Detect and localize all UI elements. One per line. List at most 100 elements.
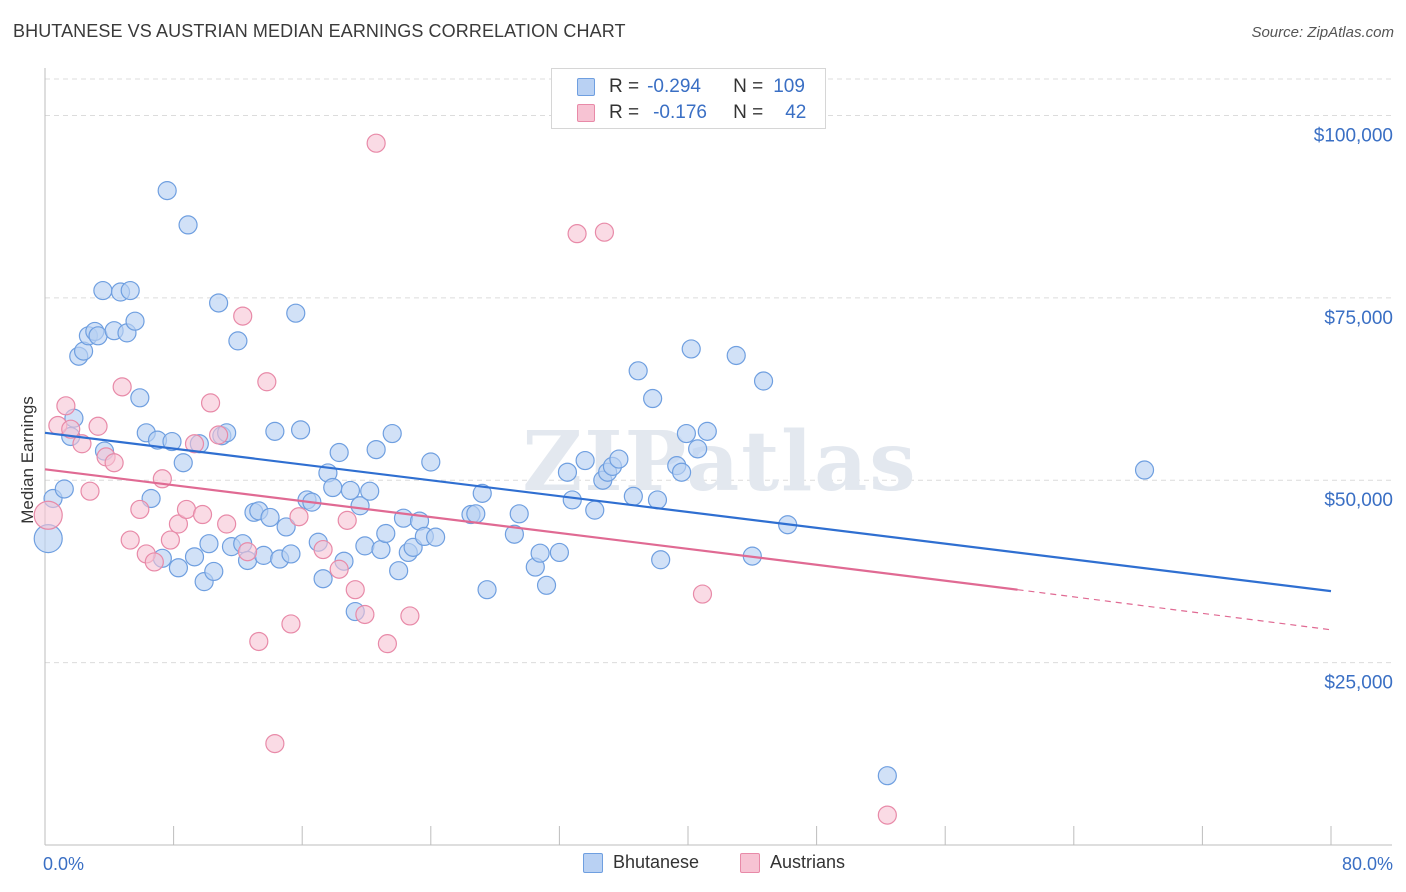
bhutanese-point bbox=[281, 544, 301, 564]
y-tick-label: $75,000 bbox=[1324, 308, 1393, 329]
austrians-point bbox=[192, 504, 213, 525]
bhutanese-point bbox=[54, 479, 74, 499]
bhutanese-point bbox=[329, 442, 349, 463]
austrians-point bbox=[33, 500, 63, 530]
series-swatch-austrians bbox=[740, 852, 760, 873]
bhutanese-point bbox=[254, 545, 274, 565]
austrians-point bbox=[594, 222, 615, 242]
bhutanese-point bbox=[209, 293, 229, 313]
austrians-point bbox=[88, 416, 108, 436]
austrians-point bbox=[61, 419, 81, 439]
austrians-point bbox=[249, 631, 269, 652]
legend-swatch-austrians bbox=[577, 104, 595, 122]
bhutanese-point bbox=[313, 569, 333, 589]
bhutanese-point bbox=[688, 439, 708, 459]
series-swatch-bhutanese bbox=[583, 852, 603, 873]
bhutanese-point bbox=[726, 345, 746, 366]
legend-n-value: 109 bbox=[773, 76, 805, 97]
austrians-point bbox=[80, 481, 100, 501]
legend-n-label: N = bbox=[733, 76, 764, 97]
bhutanese-point bbox=[382, 423, 402, 444]
legend-r-value: -0.176 bbox=[653, 102, 707, 123]
bhutanese-point bbox=[204, 561, 224, 582]
legend-swatch-bhutanese bbox=[577, 78, 595, 96]
bhutanese-trend-line bbox=[44, 431, 1332, 593]
bhutanese-point bbox=[286, 303, 306, 323]
austrians-point bbox=[329, 559, 349, 579]
bhutanese-point bbox=[628, 361, 648, 381]
austrians-point bbox=[289, 507, 309, 527]
bhutanese-point bbox=[647, 490, 668, 510]
series-legend-bhutanese: Bhutanese bbox=[583, 852, 699, 873]
bhutanese-point bbox=[504, 524, 524, 544]
bhutanese-point bbox=[697, 421, 717, 441]
x-tick-label: 80.0% bbox=[1342, 854, 1393, 874]
bhutanese-point bbox=[260, 507, 280, 528]
bhutanese-point bbox=[536, 575, 557, 595]
bhutanese-point bbox=[609, 449, 629, 469]
bhutanese-point bbox=[265, 421, 285, 441]
bhutanese-point bbox=[477, 580, 497, 600]
bhutanese-point bbox=[371, 539, 391, 560]
y-tick-label: $50,000 bbox=[1324, 490, 1393, 511]
bhutanese-point bbox=[184, 547, 205, 567]
bhutanese-point bbox=[323, 477, 343, 498]
bhutanese-point bbox=[421, 452, 441, 472]
austrians-point bbox=[257, 372, 277, 392]
austrians-point bbox=[400, 606, 420, 626]
bhutanese-point bbox=[290, 420, 311, 440]
austrians-point bbox=[130, 499, 150, 520]
austrians-point bbox=[120, 530, 140, 550]
bhutanese-point bbox=[426, 527, 446, 547]
austrians-point bbox=[355, 604, 375, 625]
austrians-point bbox=[345, 580, 365, 600]
legend-n-label: N = bbox=[733, 102, 764, 123]
bhutanese-point bbox=[228, 331, 248, 351]
austrians-point bbox=[281, 614, 301, 634]
source-label: Source: ZipAtlas.com bbox=[1251, 24, 1394, 41]
austrians-point bbox=[366, 133, 386, 153]
legend-row-bhutanese: R = -0.294 N = 109 bbox=[577, 75, 805, 99]
bhutanese-point bbox=[643, 388, 663, 409]
bhutanese-point bbox=[466, 504, 486, 524]
austrians-point bbox=[337, 510, 357, 530]
bhutanese-point bbox=[676, 423, 696, 444]
austrians-point bbox=[265, 733, 285, 754]
legend-r-label: R = bbox=[609, 102, 640, 123]
austrians-trend-extension bbox=[1017, 589, 1332, 631]
austrians-point bbox=[209, 425, 229, 445]
austrians-point bbox=[692, 584, 713, 604]
bhutanese-point bbox=[509, 504, 529, 524]
stats-legend: R = -0.294 N = 109 R = -0.176 N = 42 bbox=[551, 68, 826, 129]
bhutanese-point bbox=[88, 326, 108, 346]
austrians-point bbox=[877, 805, 897, 825]
bhutanese-point bbox=[168, 558, 189, 578]
bhutanese-point bbox=[530, 543, 550, 563]
bhutanese-point bbox=[389, 561, 409, 581]
chart-title: BHUTANESE VS AUSTRIAN MEDIAN EARNINGS CO… bbox=[13, 21, 626, 41]
bhutanese-point bbox=[557, 462, 578, 482]
bhutanese-point bbox=[1134, 460, 1155, 480]
bhutanese-point bbox=[157, 181, 177, 201]
series-legend: Bhutanese Austrians bbox=[0, 852, 1406, 876]
bhutanese-point bbox=[376, 523, 396, 544]
bhutanese-point bbox=[340, 480, 361, 501]
austrians-point bbox=[168, 514, 189, 534]
austrians-point bbox=[144, 552, 164, 572]
austrians-point bbox=[104, 453, 124, 473]
bhutanese-point bbox=[130, 388, 150, 408]
austrians-point bbox=[200, 393, 221, 413]
series-legend-label: Austrians bbox=[770, 852, 846, 872]
austrians-point bbox=[176, 499, 197, 520]
bhutanese-point bbox=[276, 517, 296, 537]
bhutanese-point bbox=[681, 339, 701, 359]
bhutanese-point bbox=[877, 766, 897, 786]
legend-r-value: -0.294 bbox=[647, 76, 701, 97]
austrians-point bbox=[56, 396, 76, 416]
bhutanese-point bbox=[366, 439, 386, 460]
legend-row-austrians: R = -0.176 N = 42 bbox=[577, 101, 806, 125]
bhutanese-point bbox=[173, 453, 193, 473]
austrians-point bbox=[184, 434, 205, 454]
y-tick-label: $100,000 bbox=[1314, 125, 1393, 146]
